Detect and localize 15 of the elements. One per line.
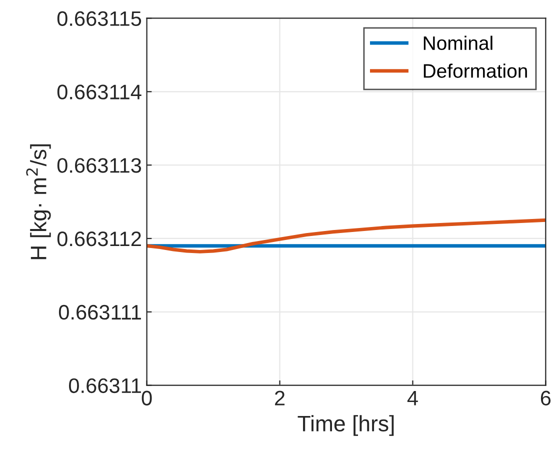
y-tick-label: 0.663113	[57, 158, 142, 173]
x-tick-label: 2	[275, 390, 285, 406]
x-tick-label: 4	[407, 390, 418, 406]
legend-label: Deformation	[424, 64, 527, 78]
x-axis-title: Time [hrs]	[298, 415, 394, 436]
legend-label: Nominal	[424, 36, 492, 50]
x-tick-label: 0	[142, 390, 152, 406]
y-axis-title: H [kg· m$^{2}$/s]	[26, 144, 51, 260]
y-tick-label: 0.66311	[69, 378, 141, 394]
y-tick-label: 0.663112	[57, 231, 141, 246]
y-tick-label: 0.663114	[57, 84, 142, 100]
x-tick-label: 6	[540, 390, 551, 406]
y-tick-label: 0.663115	[57, 11, 142, 26]
y-tick-label: 0.663111	[58, 304, 141, 320]
line-series	[146, 218, 546, 254]
